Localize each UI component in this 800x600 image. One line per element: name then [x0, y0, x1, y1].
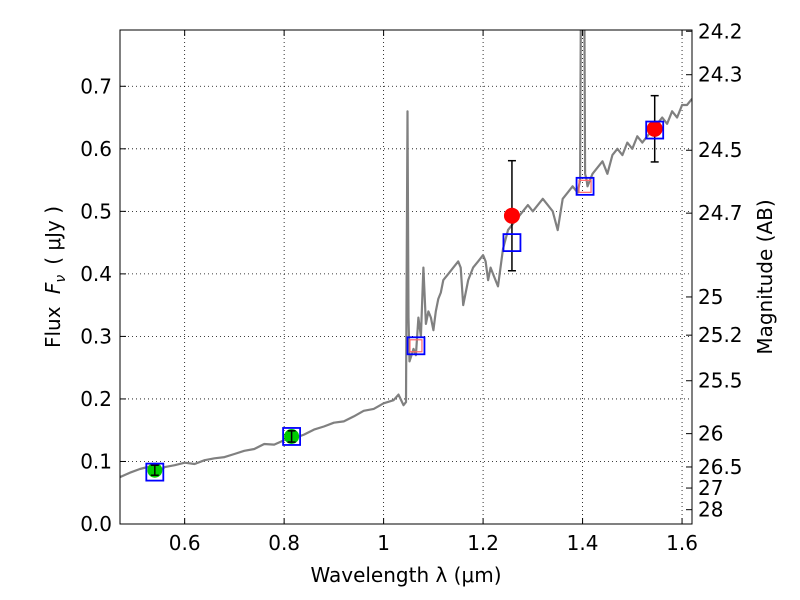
y-axis-label-subscript: ν — [53, 275, 69, 283]
x-tick-label: 1.2 — [467, 531, 499, 555]
plot-frame — [119, 29, 693, 525]
x-tick-label: 1.6 — [666, 531, 698, 555]
mag-tick-label: 28 — [698, 498, 723, 522]
model-photometry-box — [645, 120, 665, 140]
model-photometry-box — [575, 176, 595, 196]
y-axis-label-prefix: Flux — [41, 300, 65, 348]
y-tick-label: 0.6 — [80, 137, 112, 161]
mag-tick-label: 24.3 — [698, 63, 743, 87]
mag-tick-label: 24.7 — [698, 201, 743, 225]
mag-tick-label: 25.2 — [698, 323, 743, 347]
model-photometry-box — [502, 233, 522, 253]
observed-nir-point — [646, 120, 663, 137]
x-tick-label: 1.4 — [567, 531, 599, 555]
y2-axis-label: Magnitude (AB) — [753, 199, 777, 354]
observed-nir-point — [503, 207, 520, 224]
y-axis-label-unit: ( μJy ) — [41, 206, 65, 265]
mag-tick-label: 24.5 — [698, 138, 743, 162]
y-tick-label: 0.0 — [80, 512, 112, 536]
plot-area — [120, 30, 692, 482]
mag-tick-label: 26 — [698, 422, 723, 446]
x-axis-label: Wavelength λ (μm) — [310, 563, 501, 587]
model-photometry-box — [145, 462, 165, 482]
mag-tick-label: 26.5 — [698, 455, 743, 479]
mag-tick-label: 27 — [698, 476, 723, 500]
x-tick-label: 0.6 — [169, 531, 201, 555]
model-photometry-box — [406, 336, 426, 356]
y-tick-label: 0.5 — [80, 199, 112, 223]
y-axis-label: Flux Fν ( μJy ) — [41, 206, 69, 348]
x-tick-label: 0.8 — [268, 531, 300, 555]
x-tick-label: 1 — [377, 531, 390, 555]
y-tick-label: 0.7 — [80, 74, 112, 98]
y-tick-label: 0.4 — [80, 262, 112, 286]
mag-tick-label: 25.5 — [698, 369, 743, 393]
y-tick-label: 0.2 — [80, 387, 112, 411]
model-photometry-box — [282, 427, 302, 446]
y-tick-label: 0.1 — [80, 449, 112, 473]
y-tick-label: 0.3 — [80, 324, 112, 348]
narrowband-marker — [409, 339, 423, 353]
narrowband-marker — [578, 179, 592, 193]
y-axis-label-symbol: F — [41, 282, 65, 294]
mag-tick-label: 24.2 — [698, 19, 743, 43]
mag-tick-label: 25 — [698, 285, 723, 309]
axis-ticks: 0.6 0.8 1 1.2 1.4 1.6 0.0 0.1 0.2 0.3 0.4 0.5 0.6 0.7… — [80, 19, 742, 555]
